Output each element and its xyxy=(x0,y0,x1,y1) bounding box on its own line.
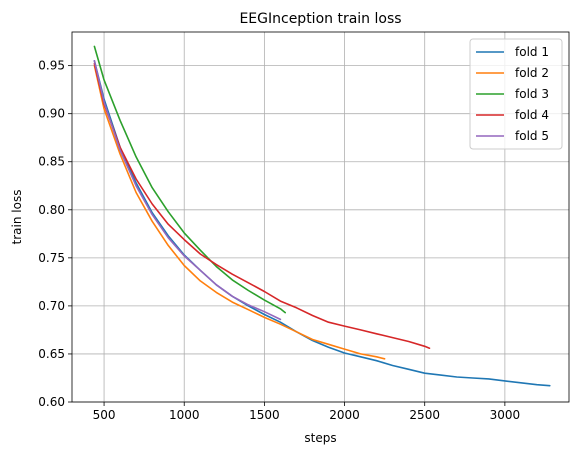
y-tick-label: 0.85 xyxy=(38,155,65,169)
legend-label-fold-4: fold 4 xyxy=(515,108,549,122)
legend-label-fold-3: fold 3 xyxy=(515,87,549,101)
series-line-fold-5 xyxy=(93,59,282,321)
x-tick-label: 1000 xyxy=(169,408,200,422)
y-axis-ticks: 0.60 0.65 0.70 0.75 0.80 0.85 0.90 0.95 xyxy=(38,59,72,409)
legend-label-fold-1: fold 1 xyxy=(515,45,549,59)
series-line-fold-3 xyxy=(93,45,287,314)
y-tick-label: 0.75 xyxy=(38,251,65,265)
series-lines xyxy=(93,45,551,387)
legend-label-fold-2: fold 2 xyxy=(515,66,549,80)
series-line-fold-2 xyxy=(93,64,386,360)
chart-title: EEGInception train loss xyxy=(239,11,401,27)
series-line-fold-4 xyxy=(93,62,431,350)
y-tick-label: 0.65 xyxy=(38,347,65,361)
x-tick-label: 3000 xyxy=(490,408,521,422)
legend-box xyxy=(469,38,563,150)
x-tick-label: 1500 xyxy=(249,408,280,422)
y-tick-label: 0.60 xyxy=(38,395,65,409)
x-tick-label: 2500 xyxy=(409,408,440,422)
x-tick-label: 500 xyxy=(93,408,116,422)
x-tick-label: 2000 xyxy=(329,408,360,422)
y-tick-label: 0.95 xyxy=(38,59,65,73)
y-tick-label: 0.80 xyxy=(38,203,65,217)
legend-entries: fold 1 fold 2 fold 3 fold 4 fold 5 xyxy=(476,45,549,143)
legend-label-fold-5: fold 5 xyxy=(515,129,549,143)
plot-area-frame xyxy=(71,31,570,403)
y-tick-label: 0.70 xyxy=(38,299,65,313)
series-line-fold-1 xyxy=(93,59,551,387)
legend: fold 1 fold 2 fold 3 fold 4 fold 5 xyxy=(469,38,563,150)
x-axis-ticks: 500 1000 1500 2000 2500 3000 xyxy=(93,402,521,422)
y-tick-label: 0.90 xyxy=(38,107,65,121)
x-axis-label: steps xyxy=(304,431,336,445)
y-axis-label: train loss xyxy=(10,190,24,245)
